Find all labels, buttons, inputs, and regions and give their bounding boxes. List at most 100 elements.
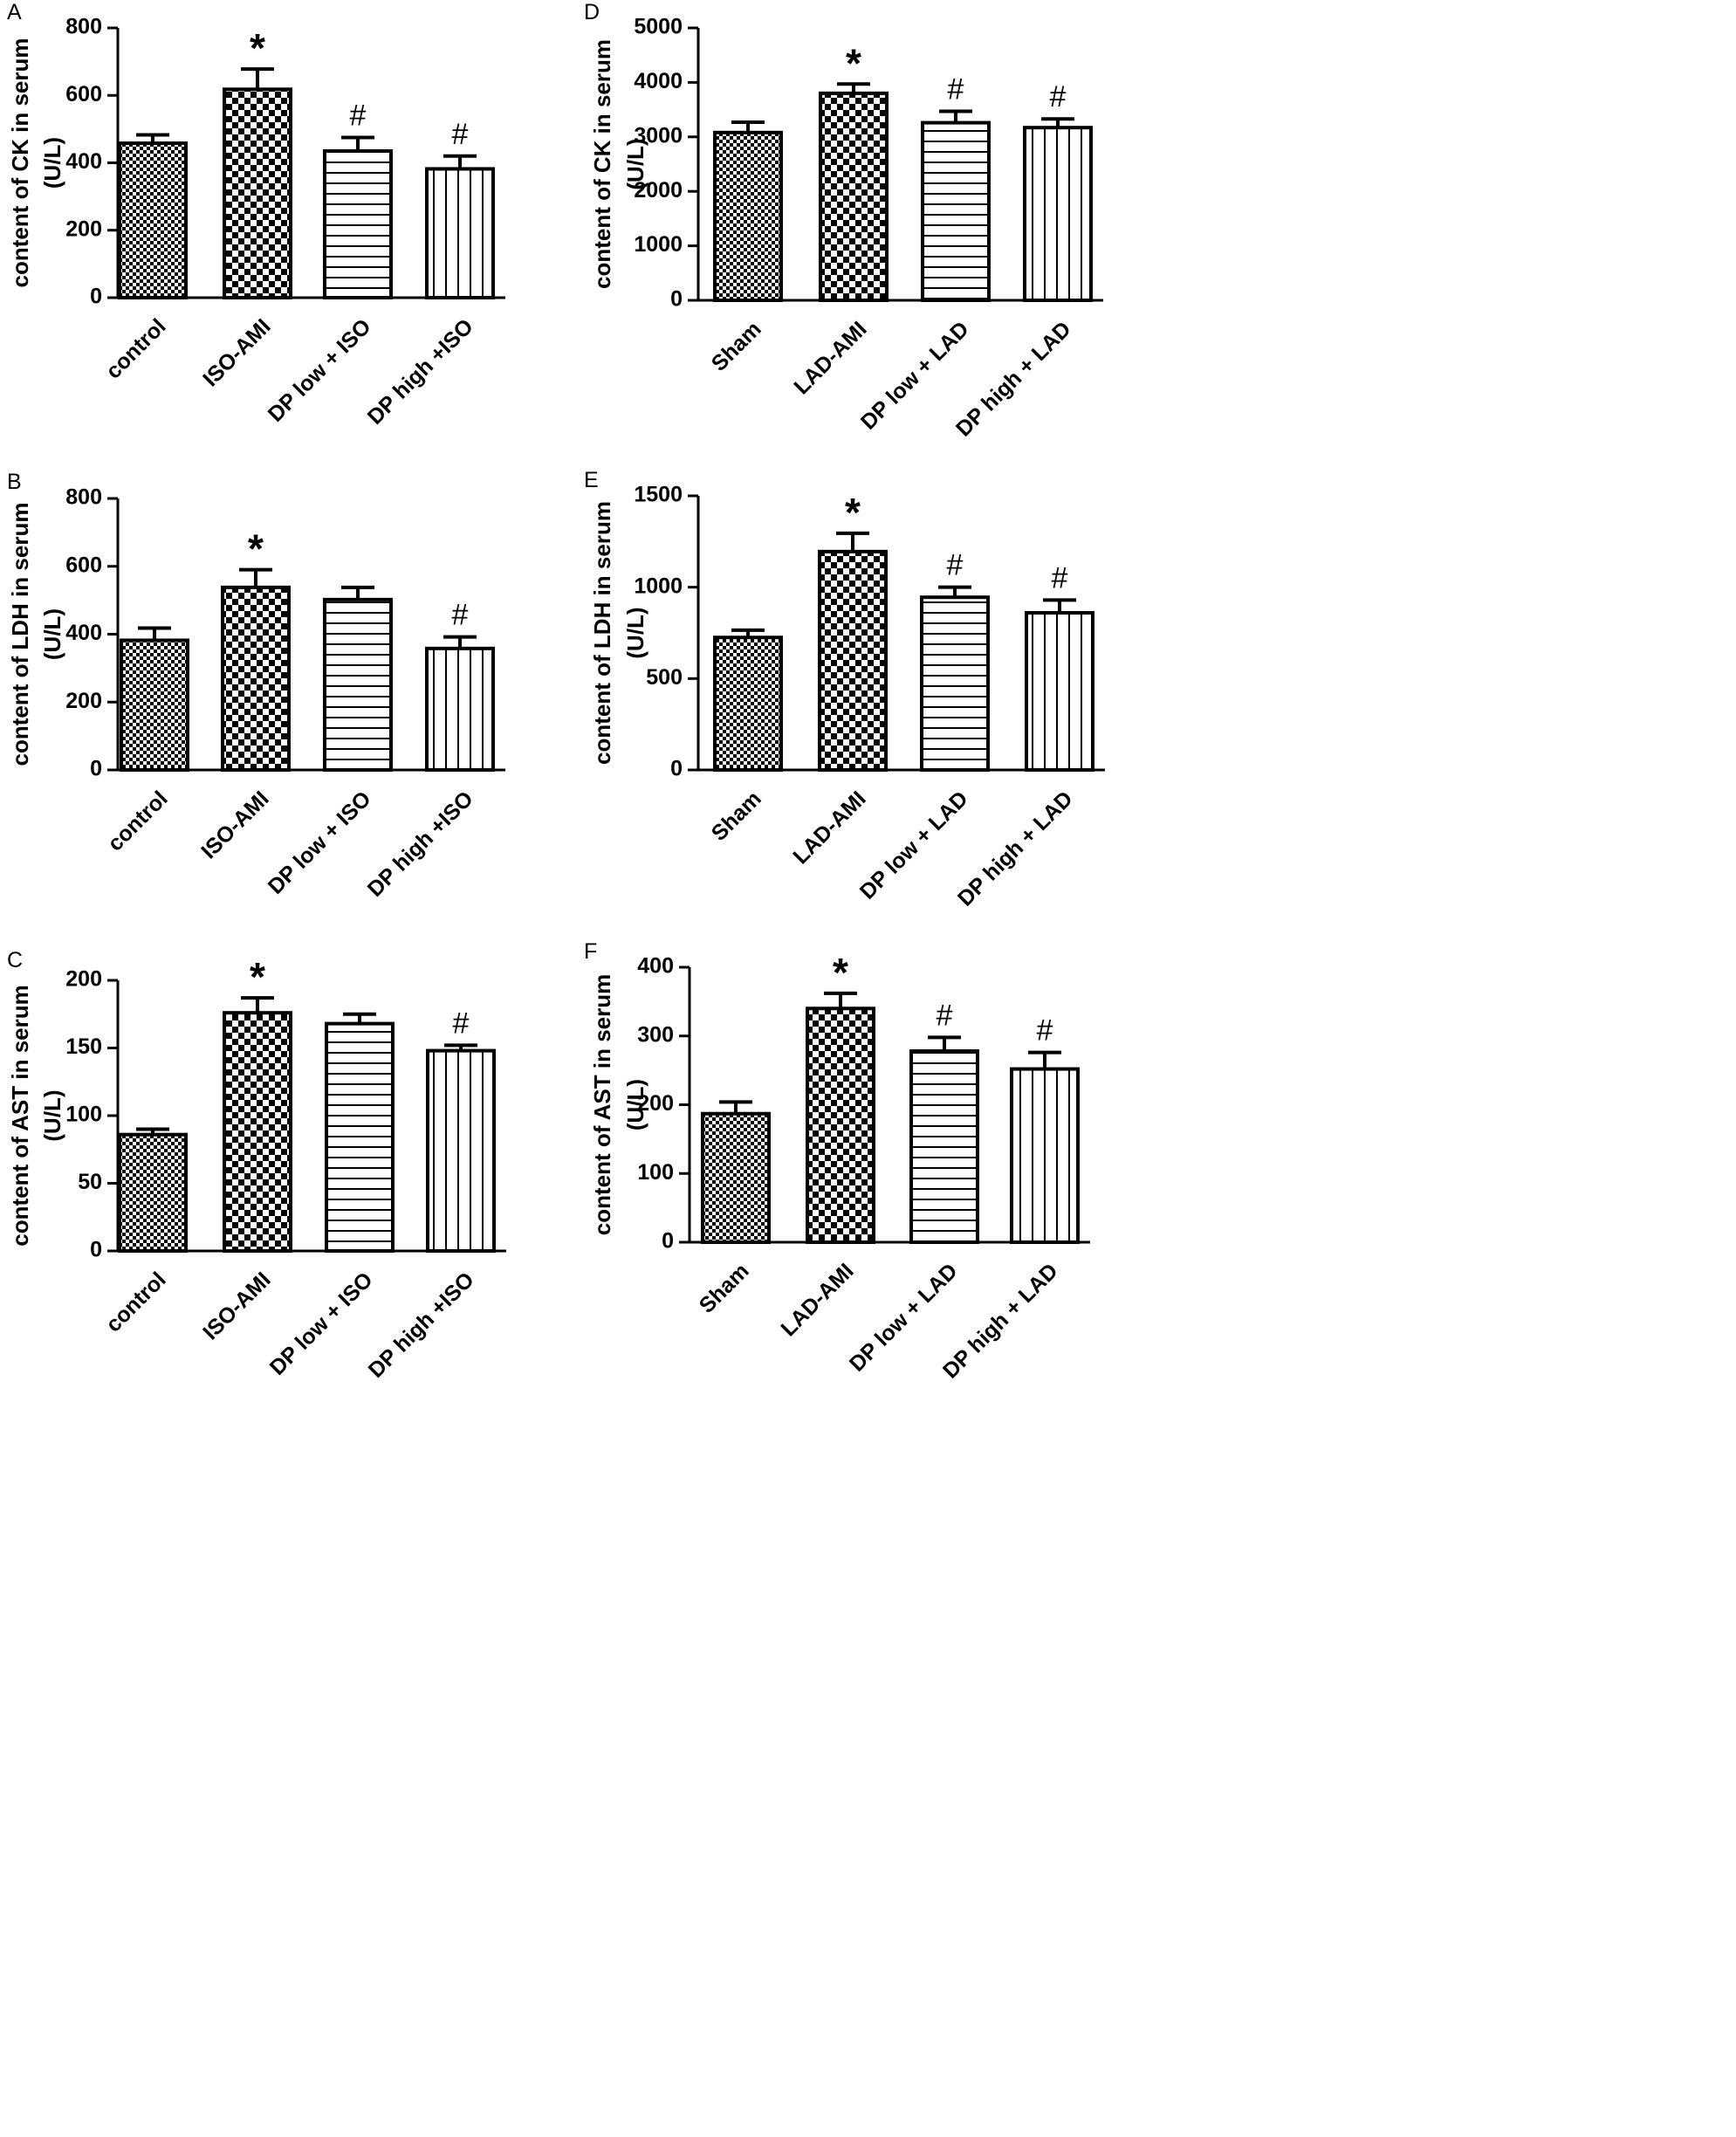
bar-dp-low-lad (920, 595, 990, 772)
y-axis-unit: (U/L) (39, 1089, 65, 1141)
bar-iso-ami (221, 585, 291, 772)
y-tick-label: 0 (90, 285, 102, 309)
y-axis-unit: (U/L) (622, 607, 648, 658)
x-tick-label: DP low + ISO (264, 787, 376, 899)
x-tick-label: ISO-AMI (198, 1268, 276, 1345)
y-tick-label: 4000 (634, 69, 683, 93)
bar-dp-low-iso (325, 1021, 395, 1253)
bar-dp-low-iso (323, 597, 393, 772)
x-tick-label: DP high +ISO (363, 314, 478, 429)
y-tick-label: 100 (637, 1160, 674, 1185)
bar-control (118, 141, 188, 299)
bar-dp-high-lad (1010, 1067, 1080, 1245)
hash-icon: # (937, 999, 953, 1032)
bar-dp-low-iso (323, 148, 393, 299)
y-tick-label: 50 (78, 1170, 102, 1194)
y-axis-title: content of CK in serum (7, 38, 33, 287)
y-tick-label: 3000 (634, 123, 683, 148)
asterisk-icon: * (250, 954, 265, 1000)
bar-sham (713, 130, 783, 302)
x-tick-label: LAD-AMI (788, 787, 870, 869)
y-axis-unit: (U/L) (622, 138, 648, 189)
y-tick-label: 0 (670, 757, 683, 781)
x-tick-label: DP high +ISO (363, 787, 478, 902)
x-tick-label: control (101, 314, 171, 384)
panel-label: D (584, 0, 600, 24)
asterisk-icon: * (248, 526, 264, 572)
bar-dp-high-iso (425, 646, 495, 773)
y-tick-label: 300 (637, 1022, 674, 1047)
hash-icon: # (1050, 80, 1067, 113)
hash-icon: # (1037, 1014, 1053, 1048)
x-tick-label: DP low + ISO (264, 314, 376, 427)
y-tick-label: 400 (637, 954, 674, 979)
x-tick-label: control (103, 787, 173, 856)
bar-dp-low-lad (909, 1049, 979, 1244)
y-tick-label: 1000 (634, 574, 683, 598)
x-tick-label: Sham (707, 787, 766, 846)
panel-label: A (7, 0, 22, 24)
y-tick-label: 1000 (634, 232, 683, 257)
x-tick-label: LAD-AMI (789, 317, 871, 399)
y-tick-label: 200 (637, 1091, 674, 1116)
bar-lad-ami (806, 1007, 875, 1244)
y-tick-label: 0 (662, 1229, 674, 1254)
y-axis-title: content of AST in serum (7, 985, 33, 1247)
x-tick-label: DP low + ISO (265, 1268, 378, 1380)
y-tick-label: 800 (65, 485, 102, 510)
x-tick-label: DP low + LAD (856, 317, 974, 435)
hash-icon: # (1052, 561, 1068, 594)
x-tick-label: LAD-AMI (776, 1259, 858, 1341)
panel-label: C (7, 948, 23, 972)
y-tick-label: 400 (65, 621, 102, 645)
y-tick-label: 2000 (634, 178, 683, 203)
bar-dp-low-lad (921, 120, 991, 302)
x-tick-label: ISO-AMI (196, 787, 274, 864)
y-tick-label: 800 (65, 15, 102, 39)
y-tick-label: 500 (646, 665, 683, 690)
x-tick-label: control (101, 1268, 171, 1337)
bar-sham (701, 1111, 771, 1245)
asterisk-icon: * (250, 25, 265, 71)
y-tick-label: 100 (65, 1103, 102, 1127)
bar-dp-high-iso (425, 167, 495, 299)
panel-label: F (584, 939, 597, 964)
y-axis-title: content of LDH in serum (7, 503, 33, 766)
bar-dp-high-iso (426, 1048, 496, 1253)
bar-iso-ami (223, 1011, 292, 1253)
asterisk-icon: * (845, 490, 861, 535)
y-axis-unit: (U/L) (622, 1079, 648, 1130)
y-tick-label: 200 (65, 967, 102, 992)
y-tick-label: 1500 (634, 483, 683, 507)
hash-icon: # (453, 1007, 470, 1040)
y-axis-unit: (U/L) (39, 608, 65, 660)
bar-iso-ami (223, 87, 292, 299)
y-tick-label: 200 (65, 689, 102, 713)
x-tick-label: DP low + LAD (855, 787, 973, 904)
bar-sham (713, 636, 783, 772)
x-tick-label: DP high + LAD (953, 787, 1078, 911)
hash-icon: # (452, 118, 469, 151)
hash-icon: # (452, 599, 469, 632)
bar-dp-high-lad (1025, 610, 1094, 772)
y-tick-label: 0 (670, 287, 683, 312)
bar-dp-high-lad (1023, 126, 1093, 302)
y-tick-label: 0 (90, 1238, 102, 1262)
y-tick-label: 600 (65, 553, 102, 577)
hash-icon: # (350, 100, 367, 133)
bar-lad-ami (818, 549, 888, 773)
y-tick-label: 400 (65, 149, 102, 174)
panel-label: B (7, 470, 22, 494)
bar-control (120, 638, 189, 772)
y-tick-label: 600 (65, 82, 102, 107)
y-axis-title: content of AST in serum (589, 974, 615, 1236)
y-tick-label: 5000 (634, 15, 683, 39)
hash-icon: # (948, 72, 964, 106)
y-axis-unit: (U/L) (39, 137, 65, 189)
